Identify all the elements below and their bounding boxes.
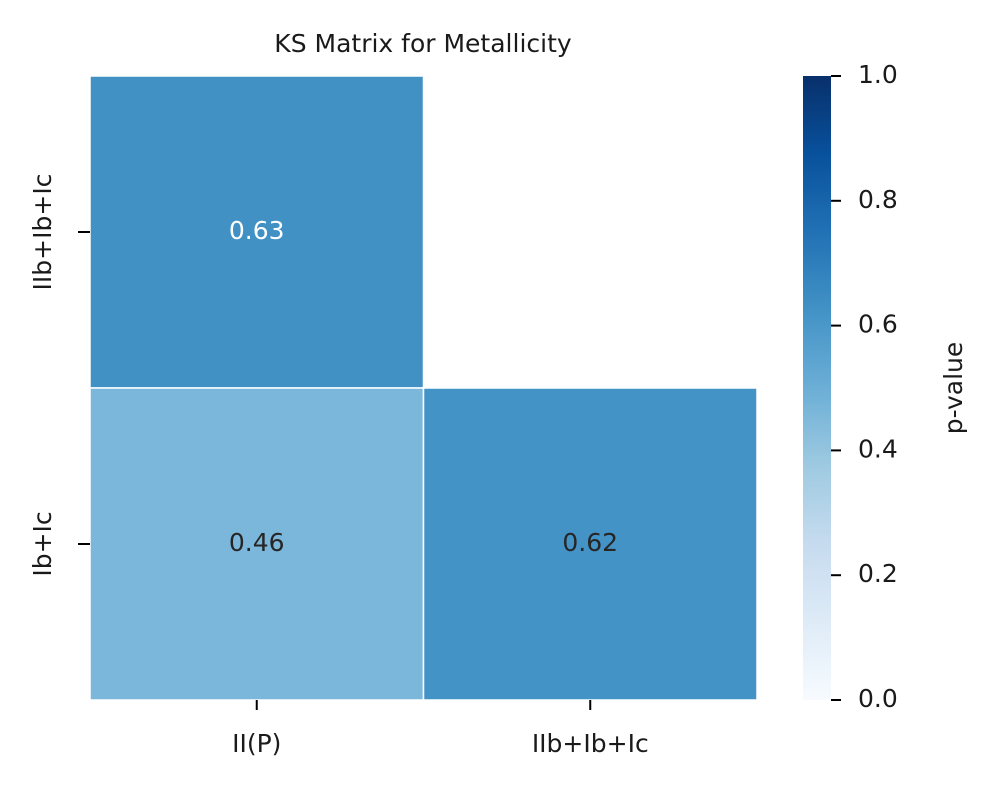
cell-label: 0.62 [562,528,618,557]
x-tick-label: II(P) [232,729,281,758]
y-tick-label: IIb+Ib+Ic [28,174,57,291]
chart-title: KS Matrix for Metallicity [274,29,572,58]
colorbar-tick-label: 0.2 [858,559,898,588]
colorbar-tick-label: 0.6 [858,310,898,339]
x-tick-label: IIb+Ib+Ic [532,729,649,758]
cell-label: 0.46 [229,528,285,557]
heatmap-cell [422,387,758,701]
colorbar-tick-label: 0.0 [858,684,898,713]
heatmap-cell [89,387,425,701]
heatmap-cell [89,75,425,389]
colorbar [803,76,831,700]
colorbar-tick-label: 0.4 [858,434,898,463]
colorbar-tick-label: 1.0 [858,60,898,89]
colorbar-label: p-value [939,342,968,435]
y-tick-label: Ib+Ic [28,511,57,576]
cell-label: 0.63 [229,216,285,245]
colorbar-tick-label: 0.8 [858,185,898,214]
